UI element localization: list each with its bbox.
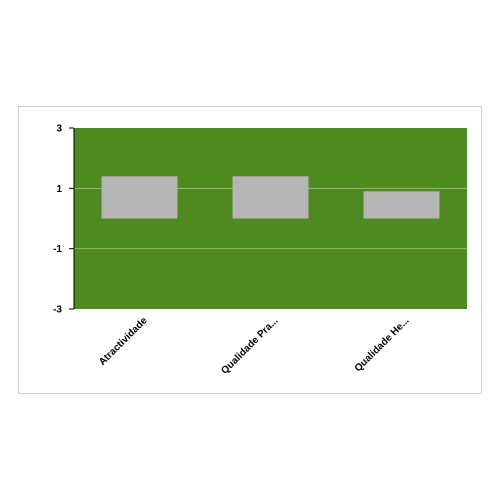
bars	[101, 176, 440, 219]
x-category-label: Atractividade	[97, 315, 150, 368]
x-category-label: Qualidade Pra...	[219, 315, 280, 376]
bar-1	[232, 176, 309, 219]
y-tick-label: -1	[53, 244, 62, 255]
y-tick-label: -3	[53, 305, 62, 316]
bar-0	[101, 176, 178, 219]
y-ticks: 3 1 -1 -3	[53, 124, 74, 316]
bar-2	[363, 191, 440, 219]
x-category-label: Qualidade He...	[353, 315, 412, 374]
bar-chart: 3 1 -1 -3 Atractividade Qualidade Pra... Qual…	[53, 124, 467, 377]
y-tick-label: 1	[56, 184, 62, 195]
x-labels: Atractividade Qualidade Pra... Qualidade H…	[97, 315, 412, 377]
y-tick-label: 3	[56, 124, 62, 135]
chart-frame: 3 1 -1 -3 Atractividade Qualidade Pra... Qual…	[18, 106, 482, 394]
